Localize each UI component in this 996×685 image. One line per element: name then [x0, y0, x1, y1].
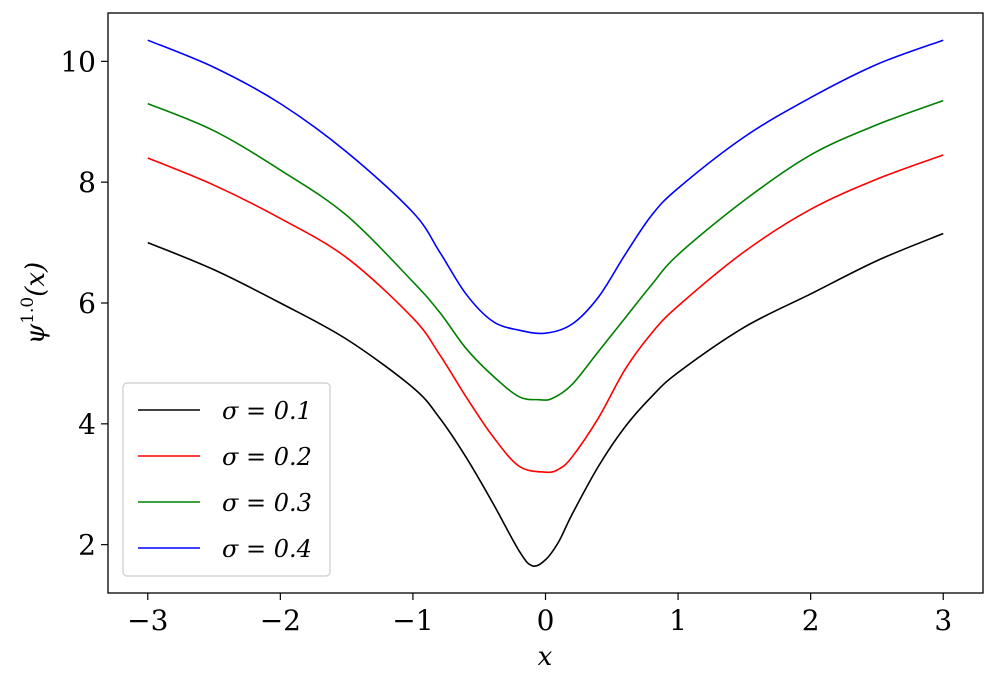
legend-box	[122, 382, 331, 577]
legend-label-4: σ = 0.4	[222, 535, 312, 563]
x-tick-label: 2	[802, 604, 820, 637]
series-line-3	[147, 99, 944, 401]
x-tick-label: −3	[127, 604, 168, 637]
x-tick-label: 0	[537, 604, 555, 637]
x-tick-label: 3	[934, 604, 952, 637]
x-axis-ticks: −3 −2 −1 0 1 2 3	[127, 593, 952, 637]
x-tick-label: 1	[669, 604, 687, 637]
y-tick-label: 8	[78, 166, 96, 199]
y-axis-label-superscript: 1.0	[18, 297, 38, 324]
y-axis-label: ψ1.0(x)	[18, 262, 51, 344]
y-tick-label: 6	[78, 287, 96, 320]
x-axis-label: x	[538, 642, 553, 672]
legend-label-1: σ = 0.1	[222, 397, 312, 425]
x-tick-label: −2	[260, 604, 301, 637]
legend-label-3: σ = 0.3	[222, 489, 312, 517]
y-tick-label: 4	[78, 408, 96, 441]
series-line-2	[147, 154, 944, 474]
y-axis-label-suffix: (x)	[21, 262, 51, 297]
legend-label-2: σ = 0.2	[222, 443, 312, 471]
y-axis-ticks: 2 4 6 8 10	[60, 45, 108, 562]
y-tick-label: 10	[60, 45, 96, 78]
series-line-4	[147, 39, 944, 335]
legend-items: σ = 0.1 σ = 0.2 σ = 0.3 σ = 0.4	[138, 397, 312, 563]
y-axis-label-base: ψ	[21, 323, 51, 344]
x-tick-label: −1	[392, 604, 433, 637]
series-line-1	[147, 232, 944, 567]
y-tick-label: 2	[78, 529, 96, 562]
legend: σ = 0.1 σ = 0.2 σ = 0.3 σ = 0.4	[122, 382, 331, 577]
series-layer	[147, 39, 944, 567]
